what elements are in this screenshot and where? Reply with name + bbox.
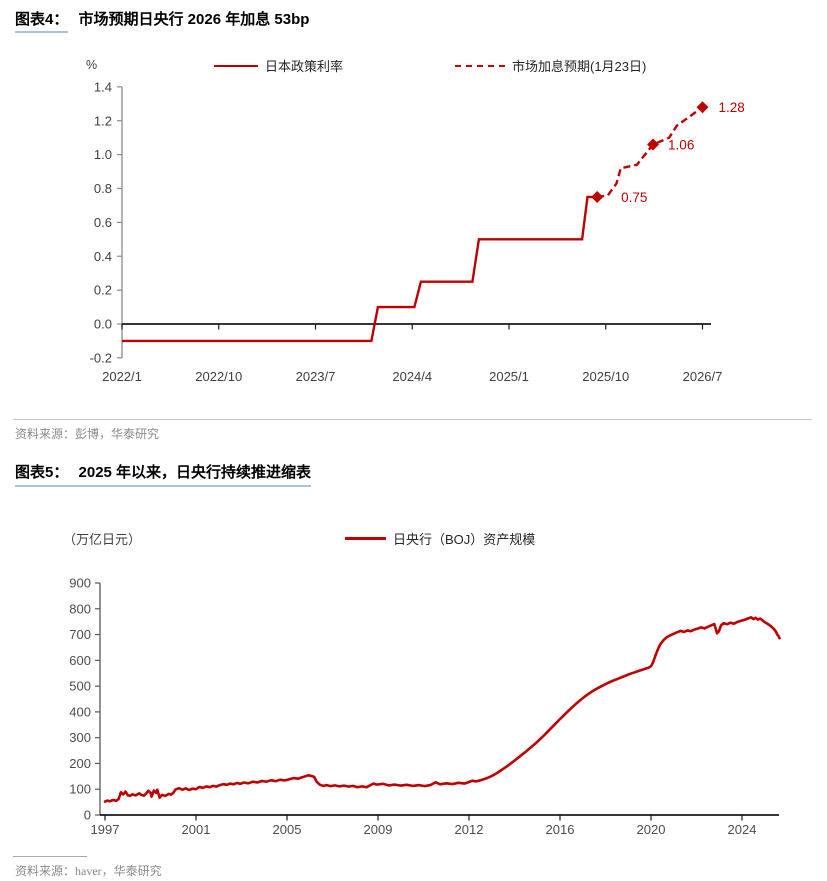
marker-diamond [696,101,709,114]
divider-rule [13,419,812,420]
marker-diamond [591,190,604,203]
figure4-chart: -0.2 0.0 0.2 0.4 0.6 0.8 1.0 1.2 1.4 2022/1 2022/1… [90,79,745,384]
figure4-legend-item-market-expectation: 市场加息预期(1月23日) [455,56,646,75]
y-tick-label: 0.8 [94,181,112,196]
figure4-label: 图表4： [15,8,69,33]
x-tick-label: 1997 [91,822,120,837]
solid-line-swatch [345,537,386,540]
x-tick-label: 2022/10 [195,369,242,384]
marker-value-label: 0.75 [621,190,647,205]
y-tick-label: -0.2 [90,350,112,365]
y-tick-label: 600 [69,653,91,668]
figure4-unit-label: % [86,58,98,72]
x-tick-label: 2009 [364,822,393,837]
figure4-source: 资料来源：彭博，华泰研究 [15,427,160,441]
y-tick-label: 400 [69,704,91,719]
figure4-legend-item-policy-rate: 日本政策利率 [214,56,343,75]
boj-assets-line [103,615,781,803]
y-tick-label: 0.4 [94,249,112,264]
x-tick-label: 2016 [546,822,575,837]
x-tick-label: 2020 [637,822,666,837]
figure5-unit-label: （万亿日元） [63,532,142,547]
marker-value-label: 1.06 [668,137,694,152]
marker-value-label: 1.28 [719,100,745,115]
x-tick-label: 2025/1 [489,369,529,384]
y-tick-label: 0.6 [94,215,112,230]
x-tick-label: 2022/1 [102,369,142,384]
legend-label: 市场加息预期(1月23日) [512,59,647,74]
divider-rule-short [13,856,87,857]
y-tick-label: 1.2 [94,113,112,128]
y-tick-label: 100 [69,782,91,797]
figure5-legend-item-boj-assets: 日央行（BOJ）资产规模 [345,529,535,548]
figure5-chart: 0 100 200 300 400 500 600 700 800 900 1997 2001 2005… [69,576,781,837]
x-tick-label: 2025/10 [582,369,629,384]
y-tick-label: 300 [69,730,91,745]
marker-diamond [647,138,660,151]
x-tick-label: 2024 [728,822,757,837]
y-tick-label: 900 [69,576,91,591]
figure4-title-text: 市场预期日央行 2026 年加息 53bp [78,11,310,28]
y-tick-label: 0.2 [94,283,112,298]
x-tick-label: 2024/4 [392,369,432,384]
policy-rate-line [122,195,598,343]
y-tick-label: 500 [69,679,91,694]
x-tick-label: 2001 [182,822,211,837]
legend-label: 日央行（BOJ）资产规模 [393,532,536,547]
x-tick-label: 2026/7 [683,369,723,384]
y-tick-label: 200 [69,756,91,771]
y-tick-label: 1.0 [94,147,112,162]
figure5-title: 图表5： 2025 年以来，日央行持续推进缩表 [15,461,312,487]
dashed-line-swatch [455,64,505,67]
y-tick-label: 0.0 [94,317,112,332]
figure5-title-text: 2025 年以来，日央行持续推进缩表 [78,464,312,481]
figure4-title: 图表4： 市场预期日央行 2026 年加息 53bp [15,8,309,33]
y-tick-label: 1.4 [94,79,112,94]
y-tick-label: 0 [84,808,91,823]
y-tick-label: 800 [69,601,91,616]
x-tick-label: 2023/7 [296,369,336,384]
solid-line-swatch [214,64,258,67]
legend-label: 日本政策利率 [265,59,344,74]
figure5-label: 图表5： [15,464,69,481]
y-tick-label: 700 [69,627,91,642]
figure5-source: 资料来源：haver，华泰研究 [15,864,162,878]
x-tick-label: 2012 [455,822,484,837]
market-expectation-line [597,106,704,199]
x-tick-label: 2005 [273,822,302,837]
